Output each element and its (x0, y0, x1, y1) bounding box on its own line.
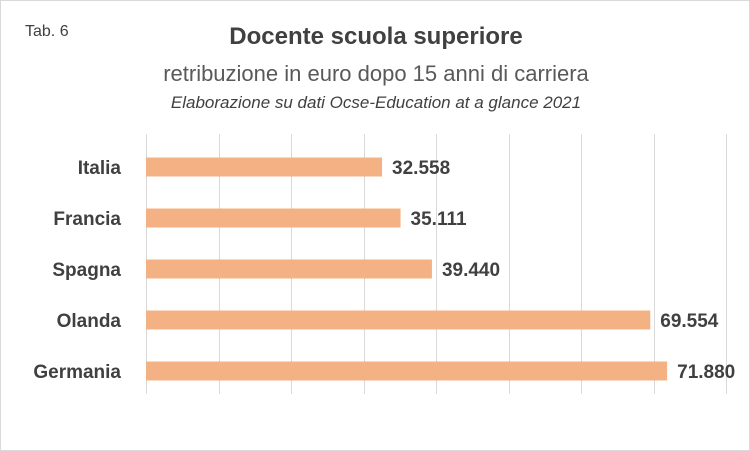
bar-francia (146, 208, 401, 228)
value-label-spagna: 39.440 (442, 260, 500, 281)
bar-olanda (146, 310, 651, 330)
chart-source-note: Elaborazione su dati Ocse-Education at a… (170, 93, 582, 112)
bar-germania (146, 361, 668, 381)
category-label-italia: Italia (78, 158, 122, 179)
bar-italia (146, 157, 383, 177)
labels: Italia 32.558 Francia 35.111 Spagna 39.440 Ola… (33, 158, 735, 383)
category-label-spagna: Spagna (52, 260, 121, 281)
category-label-olanda: Olanda (57, 311, 122, 332)
chart-subtitle: retribuzione in euro dopo 15 anni di car… (163, 61, 589, 86)
bar-spagna (146, 259, 432, 279)
category-label-germania: Germania (33, 362, 121, 383)
value-label-olanda: 69.554 (660, 311, 719, 332)
bars (146, 157, 668, 381)
chart-title: Docente scuola superiore (229, 23, 523, 50)
value-label-francia: 35.111 (411, 209, 467, 230)
value-label-italia: 32.558 (392, 158, 450, 179)
value-label-germania: 71.880 (677, 362, 735, 383)
table-number-label: Tab. 6 (25, 23, 69, 40)
category-label-francia: Francia (53, 209, 121, 230)
